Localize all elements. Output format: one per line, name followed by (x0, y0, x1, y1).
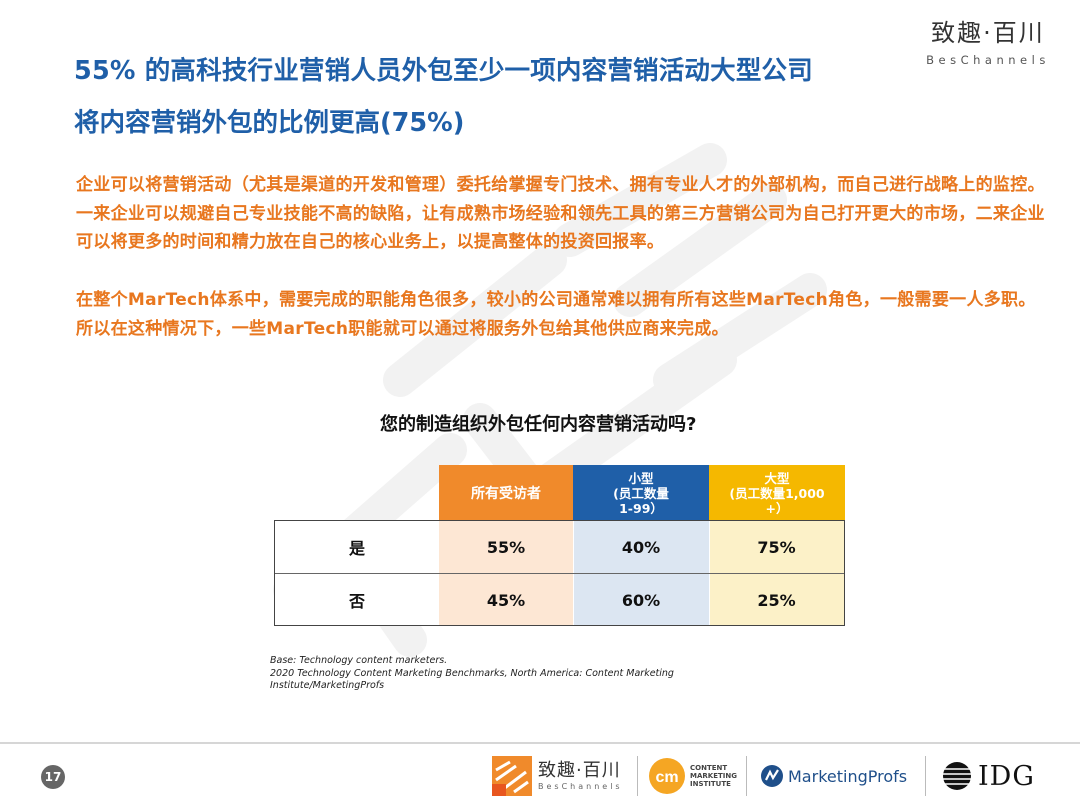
cell-no-all: 45% (439, 574, 573, 626)
row-label-yes: 是 (275, 521, 439, 573)
cell-yes-all: 55% (439, 521, 573, 573)
marketingprofs-mark-icon (761, 765, 783, 787)
column-header-all-respondents: 所有受访者 (439, 465, 573, 521)
column-header-label: 所有受访者 (471, 486, 541, 502)
logo-en-text: BesChannels (926, 53, 1050, 67)
table-title: 您的制造组织外包任何内容营销活动吗? (380, 414, 697, 435)
cell-yes-large: 75% (709, 521, 844, 573)
slide-title-line1: 55% 的高科技行业营销人员外包至少一项内容营销活动大型公司 (74, 56, 813, 86)
slide-title-line2: 将内容营销外包的比例更高(75%) (74, 108, 465, 138)
source-line-1: Base: Technology content marketers. (270, 655, 448, 666)
idg-text: IDG (978, 760, 1035, 792)
column-header-label: +） (765, 500, 789, 516)
cell-no-large: 25% (709, 574, 844, 626)
column-header-label: (员工数量1,000 (729, 485, 825, 501)
table-border (274, 520, 845, 626)
cmi-text-line: MARKETING (690, 772, 737, 780)
footer-logo-separator (925, 756, 926, 796)
cell-yes-small: 40% (573, 521, 709, 573)
idg-logo: IDG (940, 752, 1035, 800)
footer-divider (0, 742, 1080, 744)
table-row-divider (274, 573, 845, 574)
footer-logo-cn: 致趣·百川 (538, 760, 621, 781)
column-header-label: 小型 (628, 470, 654, 486)
column-header-small-companies: 小型 (员工数量 1-99） (573, 465, 709, 521)
idg-globe-icon (942, 762, 972, 790)
marketingprofs-text: MarketingProfs (788, 766, 908, 786)
footer-logo-separator (637, 756, 638, 796)
body-paragraph-2: 在整个MarTech体系中，需要完成的职能角色很多，较小的公司通常难以拥有所有这… (76, 290, 1036, 339)
cell-no-small: 60% (573, 574, 709, 626)
footer-logo-en: BesChannels (538, 782, 623, 791)
cmi-text-line: INSTITUTE (690, 780, 731, 788)
source-line-2: 2020 Technology Content Marketing Benchm… (270, 667, 674, 692)
source-note: Base: Technology content marketers. 2020… (270, 655, 690, 693)
body-paragraph-1: 企业可以将营销活动（尤其是渠道的开发和管理）委托给掌握专门技术、拥有专业人才的外… (76, 175, 1045, 252)
marketingprofs-logo: MarketingProfs (760, 752, 907, 800)
column-header-large-companies: 大型 (员工数量1,000 +） (709, 465, 845, 521)
column-header-label: 1-99） (619, 500, 663, 516)
cmi-text-line: CONTENT (690, 764, 728, 772)
cmi-logo: cm CONTENT MARKETING INSTITUTE (648, 752, 737, 800)
cmi-mark-icon: cm (649, 758, 685, 794)
logo-cn-text: 致趣·百川 (931, 19, 1045, 47)
beschannels-mark-icon (492, 756, 532, 796)
cmi-mark-initials: cm (655, 769, 678, 786)
row-label-no: 否 (275, 574, 439, 626)
column-header-label: 大型 (764, 470, 790, 486)
page-number: 17 (41, 765, 65, 789)
column-header-label: (员工数量 (613, 485, 669, 501)
beschannels-logo: 致趣·百川 BesChannels (926, 18, 1050, 68)
beschannels-footer-logo: 致趣·百川 BesChannels (492, 752, 623, 800)
footer-logo-separator (746, 756, 747, 796)
